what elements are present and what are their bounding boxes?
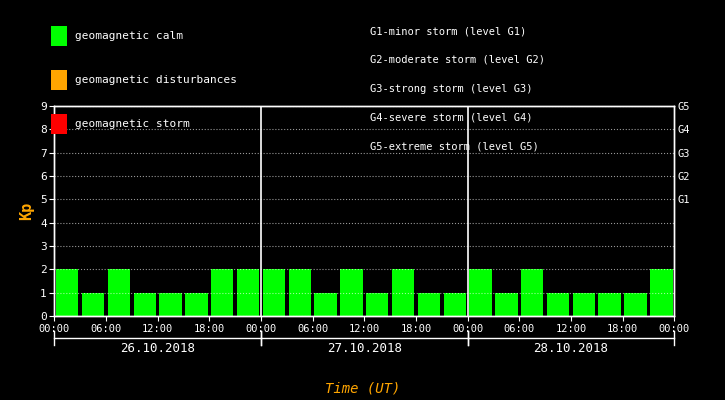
Text: G4-severe storm (level G4): G4-severe storm (level G4)	[370, 112, 532, 122]
Text: G5-extreme storm (level G5): G5-extreme storm (level G5)	[370, 141, 539, 151]
Bar	[392, 269, 414, 316]
Bar	[289, 269, 311, 316]
Bar	[56, 269, 78, 316]
Text: G1-minor storm (level G1): G1-minor storm (level G1)	[370, 26, 526, 36]
Text: geomagnetic storm: geomagnetic storm	[75, 119, 190, 129]
Bar	[211, 269, 233, 316]
Bar	[108, 269, 130, 316]
Bar	[340, 269, 362, 316]
Bar	[315, 293, 336, 316]
Bar	[650, 269, 673, 316]
Bar	[185, 293, 207, 316]
Text: 26.10.2018: 26.10.2018	[120, 342, 195, 355]
Text: G2-moderate storm (level G2): G2-moderate storm (level G2)	[370, 55, 544, 65]
Text: geomagnetic disturbances: geomagnetic disturbances	[75, 75, 237, 85]
Bar	[133, 293, 156, 316]
Bar	[469, 269, 492, 316]
Bar	[521, 269, 543, 316]
Text: 28.10.2018: 28.10.2018	[534, 342, 608, 355]
Y-axis label: Kp: Kp	[20, 202, 34, 220]
Bar	[547, 293, 569, 316]
Text: 27.10.2018: 27.10.2018	[327, 342, 402, 355]
Bar	[444, 293, 466, 316]
Bar	[599, 293, 621, 316]
Bar	[160, 293, 182, 316]
Text: Time (UT): Time (UT)	[325, 382, 400, 396]
Bar	[495, 293, 518, 316]
Text: geomagnetic calm: geomagnetic calm	[75, 31, 183, 41]
Bar	[366, 293, 389, 316]
Bar	[624, 293, 647, 316]
Bar	[237, 269, 260, 316]
Bar	[418, 293, 440, 316]
Bar	[573, 293, 595, 316]
Text: G3-strong storm (level G3): G3-strong storm (level G3)	[370, 84, 532, 94]
Bar	[262, 269, 285, 316]
Bar	[82, 293, 104, 316]
